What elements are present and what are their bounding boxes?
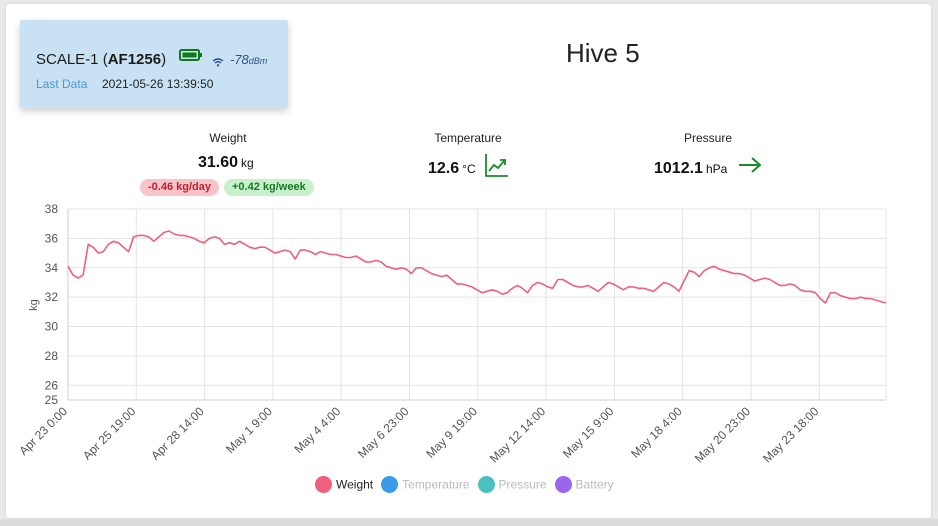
weight-value: 31.60: [198, 154, 239, 171]
y-tick-label: 32: [45, 290, 59, 304]
hive-title: Hive 5: [566, 38, 640, 68]
scale-info-card: SCALE-1 (AF1256) -78dBm Last Data 2021-0…: [20, 20, 288, 108]
weight-unit: kg: [241, 156, 254, 170]
x-tick-label: Apr 28 14:00: [148, 404, 207, 463]
legend-item-temperature[interactable]: Temperature: [381, 476, 470, 493]
legend-label: Weight: [336, 477, 374, 492]
weight-label: Weight: [209, 131, 247, 145]
legend-swatch: [315, 476, 332, 493]
temperature-unit: °C: [462, 162, 476, 176]
y-tick-label: 26: [45, 378, 59, 392]
legend-item-battery[interactable]: Battery: [554, 476, 614, 493]
x-tick-label: Apr 25 19:00: [80, 404, 139, 463]
scale-title: SCALE-1 (AF1256): [36, 51, 167, 68]
scale-name: SCALE-1: [36, 51, 99, 68]
weight-value-group: 31.60 kg: [198, 154, 254, 172]
x-tick-label: May 12 14:00: [487, 404, 549, 466]
scale-id: AF1256: [107, 51, 162, 68]
trending-up-icon: [484, 152, 510, 183]
weight-series-line: [67, 230, 887, 304]
x-tick-label: May 9 19:00: [423, 404, 480, 461]
x-tick-label: May 6 23:00: [355, 404, 412, 461]
pressure-unit: hPa: [705, 162, 728, 176]
weight-weekly-change-badge: +0.42 kg/week: [224, 179, 314, 196]
legend-label: Battery: [575, 477, 614, 492]
horizontal-scrollbar[interactable]: [0, 519, 938, 526]
x-tick-label: May 23 18:00: [760, 404, 822, 466]
y-axis-label: kg: [28, 299, 40, 311]
legend-item-weight[interactable]: Weight: [315, 476, 373, 493]
x-tick-label: May 20 23:00: [692, 404, 754, 466]
y-tick-label: 28: [45, 349, 59, 363]
x-tick-label: May 18 4:00: [628, 404, 685, 461]
legend-label: Temperature: [402, 477, 470, 492]
temperature-value-group: 12.6 °C: [428, 160, 476, 178]
wifi-icon: [212, 54, 224, 72]
x-tick-label: May 15 9:00: [560, 404, 617, 461]
temperature-value: 12.6: [428, 160, 460, 177]
legend-label: Pressure: [498, 477, 547, 492]
legend-swatch: [554, 476, 572, 493]
chart-legend: Weight Temperature Pressure Battery: [315, 476, 622, 493]
last-data-value: 2021-05-26 13:39:50: [102, 77, 214, 91]
weight-daily-change-badge: -0.46 kg/day: [140, 179, 219, 196]
rssi-value: -78: [230, 52, 249, 67]
temperature-label: Temperature: [434, 131, 502, 145]
x-tick-label: May 4 4:00: [291, 404, 343, 456]
pressure-label: Pressure: [683, 131, 733, 145]
rssi-unit: dBm: [248, 56, 268, 66]
y-tick-label: 34: [45, 261, 59, 275]
battery-icon: [179, 48, 203, 66]
y-tick-label: 25: [45, 393, 59, 407]
x-tick-label: May 1 9:00: [223, 404, 275, 456]
legend-item-pressure[interactable]: Pressure: [477, 476, 547, 493]
y-tick-label: 30: [45, 320, 59, 334]
y-tick-label: 38: [45, 202, 59, 216]
signal-strength: -78dBm: [230, 52, 267, 67]
pressure-value-group: 1012.1 hPa: [654, 160, 727, 178]
legend-swatch: [477, 476, 495, 493]
pressure-value: 1012.1: [654, 160, 703, 177]
last-data-label: Last Data: [36, 77, 88, 91]
arrow-right-icon: [737, 156, 763, 179]
x-tick-label: Apr 23 0:00: [16, 404, 70, 458]
legend-swatch: [381, 476, 399, 493]
y-tick-label: 36: [45, 231, 59, 245]
